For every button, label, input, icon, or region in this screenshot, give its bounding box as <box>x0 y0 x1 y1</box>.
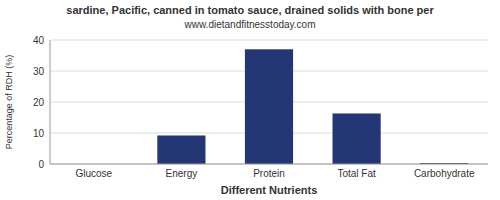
x-tick-label: Glucose <box>75 168 112 179</box>
subtitle: www.dietandfitnesstoday.com <box>184 19 316 30</box>
y-axis: 0 10 20 30 40 <box>33 35 488 170</box>
x-axis-line <box>50 164 488 165</box>
x-axis: Glucose Energy Protein Total Fat Carbohydrat… <box>75 168 474 179</box>
grid-line <box>50 164 488 165</box>
title: sardine, Pacific, canned in tomato sauce… <box>66 4 434 16</box>
bars <box>157 49 468 164</box>
bar <box>245 49 293 164</box>
x-tick-label: Total Fat <box>337 168 376 179</box>
y-tick-label: 10 <box>33 128 45 139</box>
y-tick-label: 20 <box>33 97 45 108</box>
y-tick-label: 30 <box>33 66 45 77</box>
chart-container: sardine, Pacific, canned in tomato sauce… <box>0 0 500 200</box>
y-tick-label: 0 <box>38 159 44 170</box>
x-tick-label: Carbohydrate <box>414 168 475 179</box>
y-axis-line <box>50 40 51 164</box>
x-axis-label: Different Nutrients <box>221 184 318 196</box>
bar <box>333 113 381 164</box>
y-axis-label: Percentage of RDH (%) <box>4 55 14 150</box>
x-tick-label: Protein <box>253 168 285 179</box>
bar <box>157 135 205 164</box>
grid-line <box>50 40 488 41</box>
y-tick-label: 40 <box>33 35 45 46</box>
chart: sardine, Pacific, canned in tomato sauce… <box>0 0 500 200</box>
x-tick-label: Energy <box>166 168 198 179</box>
